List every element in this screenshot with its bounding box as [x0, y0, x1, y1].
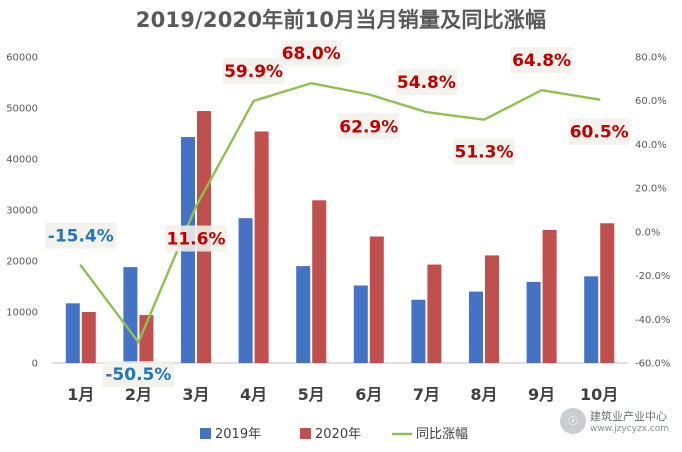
data-label: 68.0% — [282, 44, 341, 64]
data-label: 54.8% — [397, 73, 456, 93]
x-tick-label: 2月 — [125, 385, 152, 404]
y-right-tick-label: 20.0% — [635, 184, 667, 195]
legend-swatch-2020 — [300, 428, 311, 439]
x-tick-label: 9月 — [528, 385, 555, 404]
bar-2019 — [65, 303, 80, 363]
axes-layer: 0 10000 20000 30000 40000 50000 60000 -60.0% -40… — [6, 53, 670, 405]
data-label: -50.5% — [105, 365, 171, 385]
y-right-tick-label: 40.0% — [635, 140, 667, 151]
y-left-tick-label: 60000 — [6, 53, 38, 64]
bar-2020 — [485, 255, 499, 363]
legend-swatch-2019 — [200, 428, 211, 439]
bars-layer — [65, 111, 615, 363]
y-left-tick-label: 30000 — [6, 206, 38, 217]
x-tick-label: 1月 — [67, 385, 94, 404]
x-tick-label: 4月 — [240, 385, 267, 404]
y-left-tick-label: 50000 — [6, 104, 38, 115]
bar-2019 — [526, 281, 541, 363]
legend-label-2019: 2019年 — [215, 427, 261, 442]
x-tick-label: 10月 — [580, 385, 618, 404]
bar-2019 — [238, 218, 253, 363]
legend: 2019年 2020年 同比涨幅 — [200, 427, 468, 442]
bar-2019 — [296, 266, 311, 363]
data-label: 59.9% — [224, 62, 283, 82]
data-label-box — [511, 47, 573, 74]
data-label: 62.9% — [339, 117, 398, 137]
y-right-tick-label: 60.0% — [635, 96, 667, 107]
watermark-url: www.jzycyzx.com — [590, 424, 670, 434]
y-right-tick-label: 80.0% — [635, 53, 667, 64]
watermark-logo-icon: ☉ — [560, 408, 586, 434]
data-label-box — [102, 361, 175, 388]
bar-2020 — [542, 229, 557, 363]
bar-2019 — [469, 291, 483, 363]
series-line-yoy — [79, 82, 601, 344]
x-tick-label: 7月 — [413, 385, 440, 404]
line-layer — [79, 82, 601, 344]
bar-2019 — [584, 276, 599, 363]
y-right-tick-label: -20.0% — [635, 271, 670, 282]
bar-2020 — [369, 236, 384, 363]
bar-2020 — [312, 200, 327, 363]
x-tick-label: 3月 — [182, 385, 209, 404]
bar-2019 — [123, 267, 138, 363]
data-label-box — [165, 225, 227, 252]
data-label: 64.8% — [512, 51, 571, 71]
y-left-tick-label: 40000 — [6, 155, 38, 166]
chart-title: 2019/2020年前10月当月销量及同比涨幅 — [135, 8, 547, 32]
y-right-tick-label: -60.0% — [635, 359, 670, 370]
x-tick-label: 5月 — [298, 385, 325, 404]
watermark-name: 建筑业产业中心 — [590, 410, 667, 423]
y-left-tick-label: 20000 — [6, 257, 38, 268]
data-label: 51.3% — [455, 143, 514, 163]
bar-2020 — [254, 131, 269, 363]
y-right-tick-label: -40.0% — [635, 315, 670, 326]
x-tick-label: 8月 — [470, 385, 497, 404]
y-right-tick-label: 0.0% — [635, 227, 660, 238]
data-label-box — [280, 40, 342, 67]
bar-2020 — [600, 223, 615, 363]
data-label: -15.4% — [48, 227, 114, 247]
data-label-box — [45, 222, 117, 249]
data-labels-layer: -15.4% -50.5% 11.6% 59.9%68.0% 62.9% 54.8% 51.… — [45, 40, 630, 388]
watermark: ☉ 建筑业产业中心 www.jzycyzx.com — [560, 402, 678, 448]
y-left-tick-label: 0 — [32, 359, 38, 370]
bar-2019 — [411, 299, 426, 363]
bar-2020 — [427, 264, 442, 363]
bar-2019 — [353, 285, 368, 363]
data-label-box — [338, 113, 400, 140]
data-label-box — [568, 118, 630, 145]
bar-2020 — [81, 312, 96, 363]
data-label: 60.5% — [570, 123, 629, 143]
y-left-tick-label: 10000 — [6, 308, 38, 319]
x-tick-label: 6月 — [355, 385, 382, 404]
legend-label-yoy: 同比涨幅 — [416, 427, 468, 442]
data-label: 11.6% — [167, 230, 226, 250]
data-label-box — [395, 69, 457, 96]
bar-2020 — [139, 315, 154, 363]
data-label-box — [223, 57, 285, 84]
data-label-box — [453, 138, 515, 165]
legend-label-2020: 2020年 — [315, 427, 361, 442]
